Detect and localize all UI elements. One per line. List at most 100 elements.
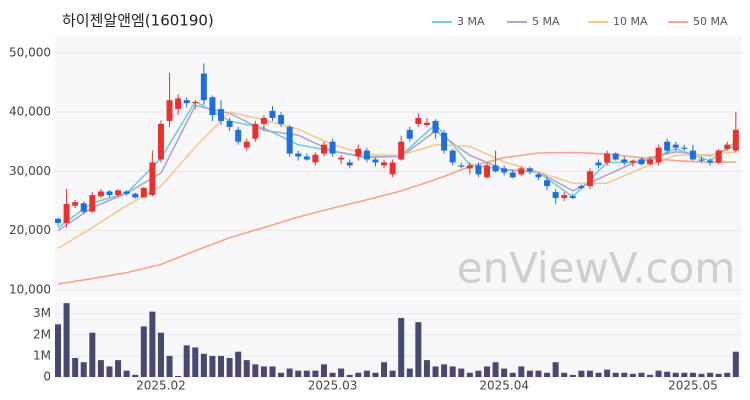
volume-bar <box>698 373 705 377</box>
x-tick-label: 2025.05 <box>668 379 718 393</box>
volume-bar <box>166 355 173 377</box>
candle-body <box>484 165 490 178</box>
volume-bar <box>707 372 714 377</box>
volume-bar <box>518 366 525 377</box>
candle-body <box>312 154 319 163</box>
y-tick-label: 30,000 <box>9 164 51 178</box>
candle-body <box>346 162 353 166</box>
volume-bar <box>106 366 113 377</box>
volume-bar <box>235 351 242 377</box>
volume-bar <box>295 370 302 377</box>
candle-body <box>672 144 679 148</box>
candle-body <box>707 160 714 163</box>
candle-body <box>604 153 611 163</box>
volume-bar <box>338 368 345 377</box>
candle-body <box>689 150 696 160</box>
watermark: enViewV.com <box>457 244 736 293</box>
candle-body <box>655 147 662 163</box>
volume-bar <box>638 372 645 377</box>
candle-body <box>89 195 96 212</box>
volume-bar <box>218 355 225 377</box>
candle-body <box>501 168 508 173</box>
volume-bar <box>252 364 259 377</box>
chart-title: 하이젠알앤엠(160190) <box>62 12 214 30</box>
candle-body <box>200 73 207 101</box>
volume-bar <box>689 372 696 377</box>
candle-body <box>612 153 619 160</box>
volume-bar <box>441 364 448 377</box>
candle-body <box>629 160 636 163</box>
volume-bar <box>55 324 61 377</box>
candle-body <box>218 109 225 121</box>
candle-body <box>80 203 87 212</box>
volume-bar <box>526 370 533 377</box>
y-tick-label: 3M <box>33 306 51 320</box>
volume-bar <box>466 372 473 377</box>
volume-bar <box>80 362 87 377</box>
volume-bar <box>569 374 576 377</box>
volume-bar <box>115 360 122 377</box>
candle-body <box>286 126 293 154</box>
candle-body <box>149 162 156 196</box>
candle-body <box>544 180 551 187</box>
volume-bar <box>604 369 611 377</box>
legend-label: 5 MA <box>532 15 560 28</box>
volume-bar <box>243 360 250 377</box>
candle-body <box>363 150 370 160</box>
volume-bar <box>475 370 482 377</box>
candle-body <box>329 141 336 154</box>
volume-bar <box>363 370 370 377</box>
legend-label: 3 MA <box>457 15 485 28</box>
candle-body <box>509 172 516 178</box>
y-tick-label: 2M <box>33 327 51 341</box>
volume-bar <box>732 351 739 377</box>
volume-bar <box>63 303 70 377</box>
x-tick-label: 2025.02 <box>136 379 186 393</box>
candle-body <box>526 168 533 172</box>
volume-bar <box>578 370 585 377</box>
candle-body <box>398 141 405 160</box>
volume-bar <box>664 371 671 377</box>
volume-bar <box>647 374 654 377</box>
volume-bar <box>501 368 508 377</box>
candle-body <box>320 144 327 154</box>
volume-bar <box>629 373 636 377</box>
volume-bar <box>312 370 319 377</box>
candle-body <box>492 165 499 172</box>
y-tick-label: 40,000 <box>9 105 51 119</box>
candle-body <box>466 165 473 169</box>
volume-bar <box>492 362 499 377</box>
volume-bar <box>260 366 267 377</box>
y-tick-label: 50,000 <box>9 45 51 59</box>
candle-body <box>732 129 739 151</box>
x-tick-label: 2025.04 <box>479 379 529 393</box>
candle-body <box>183 100 190 104</box>
volume-bar <box>355 372 362 377</box>
volume-bar <box>561 372 568 377</box>
y-tick-label: 0 <box>43 370 51 384</box>
candle-body <box>475 165 482 175</box>
volume-bar <box>97 360 104 377</box>
candle-body <box>175 98 182 110</box>
candle-body <box>355 148 362 157</box>
volume-bar <box>672 372 679 377</box>
candle-body <box>278 115 285 124</box>
candle-body <box>621 159 628 163</box>
volume-bar <box>303 370 310 377</box>
candle-body <box>389 162 396 175</box>
volume-bar <box>123 370 130 377</box>
candle-body <box>123 191 130 194</box>
volume-bar <box>200 353 207 377</box>
candle-body <box>192 101 199 104</box>
volume-bar <box>715 373 722 377</box>
candle-body <box>432 120 439 133</box>
candle-body <box>106 191 113 196</box>
volume-bar <box>724 372 731 377</box>
volume-bar <box>89 332 96 377</box>
candle-body <box>260 117 267 124</box>
candle-body <box>715 150 722 163</box>
candle-body <box>449 150 456 163</box>
legend-label: 50 MA <box>693 15 728 28</box>
y-tick-label: 10,000 <box>9 282 51 296</box>
candle-body <box>681 147 688 149</box>
